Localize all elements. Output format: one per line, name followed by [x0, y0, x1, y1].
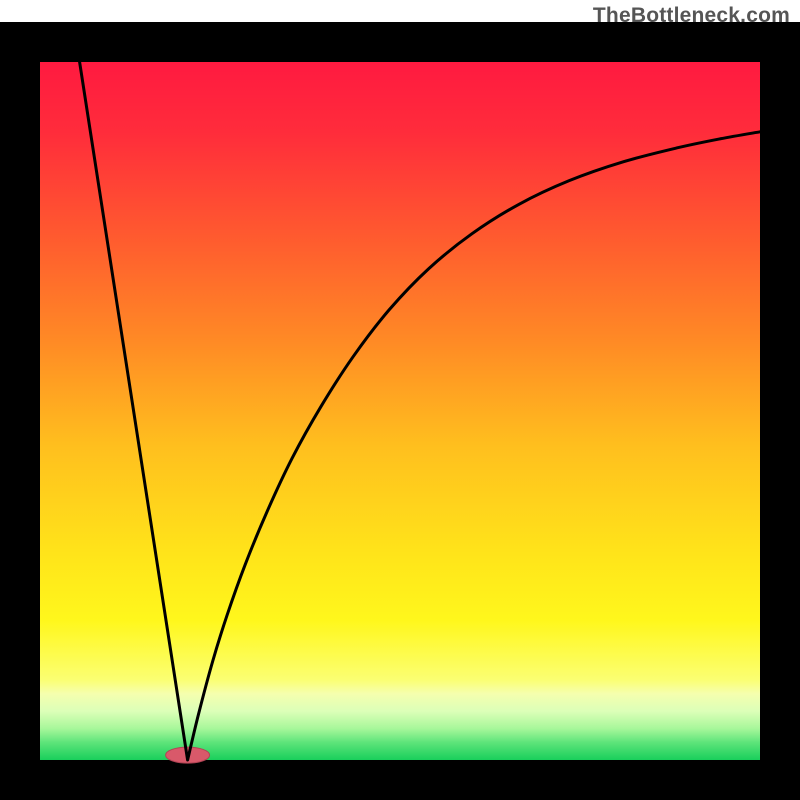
- gradient-background: [40, 62, 760, 760]
- bottleneck-chart: [0, 0, 800, 800]
- chart-svg: [0, 0, 800, 800]
